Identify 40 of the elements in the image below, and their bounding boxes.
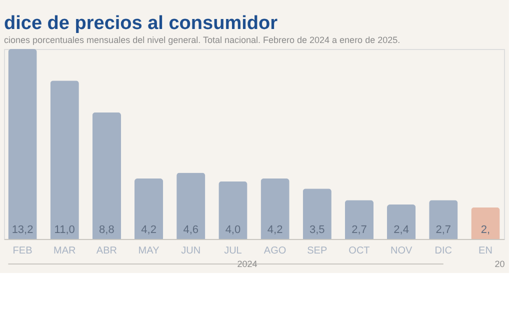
x-tick-label: MAR — [53, 246, 76, 256]
bar — [8, 49, 37, 239]
data-label: 8,8 — [99, 224, 114, 236]
bar — [92, 112, 122, 239]
x-tick-label: AGO — [264, 246, 286, 256]
data-label: 4,0 — [225, 224, 241, 236]
data-label: 11,0 — [54, 224, 75, 236]
x-tick-label: FEB — [12, 246, 33, 256]
bar — [134, 178, 164, 239]
data-label: 2, — [480, 224, 490, 236]
x-tick-label: DIC — [434, 246, 452, 256]
chart-title: dice de precios al consumidor — [4, 13, 278, 34]
x-tick-label: SEP — [307, 246, 328, 256]
x-tick-label: ABR — [96, 246, 117, 256]
bar — [50, 80, 79, 239]
data-label: 4,6 — [183, 224, 199, 236]
bar — [176, 172, 206, 239]
text: 20 — [494, 259, 505, 269]
data-label: 13,2 — [12, 224, 34, 236]
data-label: 2,7 — [436, 224, 452, 236]
x-tick-label: MAY — [138, 246, 160, 256]
bar — [471, 207, 500, 239]
bar — [344, 200, 374, 239]
chart-subtitle: ciones porcentuales mensuales del nivel general. Total nacional. Febrero de 2024 a enero de 2025. — [4, 35, 400, 45]
x-tick-label: JUL — [224, 246, 242, 256]
bar — [218, 181, 248, 239]
data-label: 4,2 — [141, 224, 156, 236]
data-label: 2,7 — [352, 224, 367, 236]
data-label: 3,5 — [309, 224, 325, 236]
x-tick-label: OCT — [348, 246, 370, 256]
x-tick-label: JUN — [181, 246, 201, 256]
bar — [260, 178, 290, 239]
text: 2024 — [237, 259, 258, 269]
x-tick-label: NOV — [390, 246, 412, 256]
bar — [386, 204, 416, 239]
bar — [302, 188, 332, 239]
data-label: 4,2 — [267, 224, 283, 236]
bar — [429, 200, 458, 239]
x-tick-label: EN — [478, 246, 492, 256]
data-label: 2,4 — [394, 224, 409, 236]
